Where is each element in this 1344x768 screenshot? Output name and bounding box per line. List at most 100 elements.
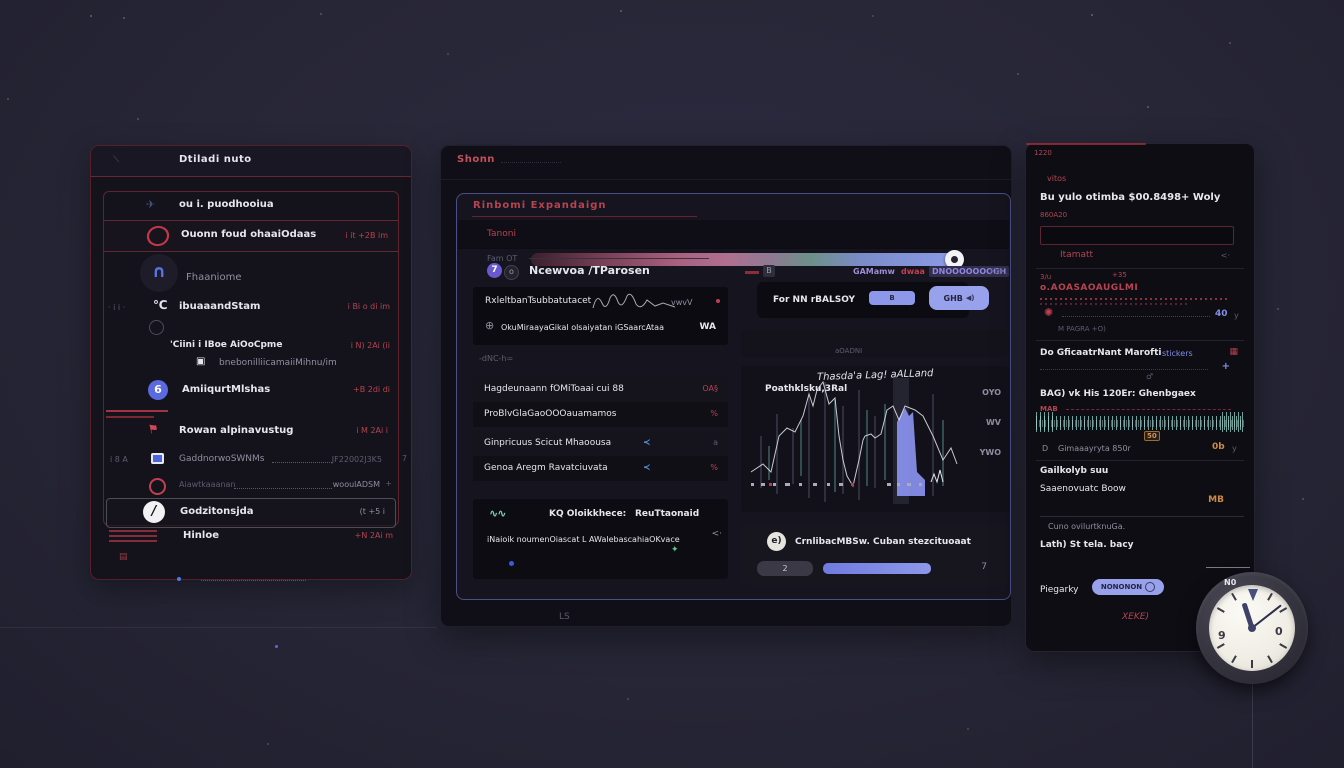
- summary-subtitle: ReuTtaonaid: [635, 509, 700, 519]
- item-label: Ouonn foud ohaaiOdaas: [181, 229, 317, 240]
- item-time: 7: [401, 454, 407, 463]
- waveform-overlay: [1036, 420, 1244, 427]
- activity-card[interactable]: RxleltbanTsubbatutacet vwvV ⊕ OkuMiraaya…: [473, 287, 728, 345]
- list-item[interactable]: Hinloe +N 2Ai m: [91, 527, 411, 551]
- background-dot: [275, 645, 278, 648]
- analog-clock: 9 0: [1194, 570, 1312, 688]
- corner-id: 1220: [1034, 149, 1052, 157]
- row-label: Hagdeunaann fOMiToaai cui 88: [484, 384, 624, 394]
- item-time: i M 2Ai i: [356, 426, 388, 435]
- starfield: [90, 15, 92, 17]
- footer-red: XEKE): [1122, 612, 1149, 622]
- list-item[interactable]: i 8 A GaddnorwoSWNMs JF22002J3K5 7: [104, 452, 407, 474]
- list-item[interactable]: 6 AmiiqurtMlshas +B 2di di: [104, 378, 398, 406]
- stickers-link[interactable]: stickers: [1162, 349, 1193, 358]
- globe-value: WA: [699, 322, 717, 332]
- notifications-header: ⟍ Dtiladi nuto: [91, 146, 411, 177]
- back-icon[interactable]: ⟍: [113, 155, 120, 165]
- stamp-icon: ▤: [119, 552, 128, 562]
- list-item[interactable]: ✈ ou i. puodhooiua: [104, 194, 398, 218]
- red-dotted-line: [1040, 303, 1190, 305]
- section-line: Saaenovuatc Boow: [1040, 484, 1126, 494]
- position-badge: 50: [1144, 431, 1160, 441]
- waveform-peak: [1222, 412, 1244, 432]
- list-item[interactable]: Aiawtkaaanan wooulADSM +: [104, 477, 398, 499]
- item-sublabel: bnebonilliicamaiiMihnu/im: [219, 358, 337, 368]
- red-tick: [745, 271, 759, 274]
- list-item[interactable]: ⚑ Rowan alpinavustug i M 2Ai i: [104, 421, 398, 448]
- tag[interactable]: DNOOOOOOOGH: [929, 266, 1010, 277]
- title-underline: [472, 216, 697, 217]
- row-value: %: [710, 409, 718, 418]
- item-time: i it +2B im: [345, 231, 388, 240]
- section-tag: vitos: [1047, 174, 1067, 183]
- clock-caption: N0: [1224, 578, 1237, 587]
- list-item[interactable]: Ouonn foud ohaaiOdaas i it +2B im: [104, 220, 398, 252]
- clock-face: 9 0: [1209, 585, 1295, 671]
- button-label: NONONON: [1100, 583, 1143, 591]
- list-row[interactable]: ProBlvGlaGaoOOOauamamos %: [473, 402, 728, 427]
- section-tiny-label: Fam OT: [487, 254, 518, 263]
- audio-pill-button[interactable]: GHB ◀): [929, 286, 989, 310]
- placeholder-card: aOADNI: [741, 329, 1009, 357]
- y-axis-label: OYO: [982, 388, 1001, 397]
- summary-line: iNaioik noumenOiascat L AWalebascahiaOKv…: [487, 535, 680, 544]
- notifications-list: ✈ ou i. puodhooiua Ouonn foud ohaaiOdaas…: [103, 191, 407, 528]
- summary-card[interactable]: ∿∿ KQ Oloikkhece: ReuTtaonaid iNaioik no…: [473, 499, 728, 579]
- progress-card: e) CrnlibacMBSw. Cuban stezcituoaat 2 7: [741, 524, 1009, 586]
- size-value: MB: [1208, 495, 1224, 505]
- item-label: Godzitonsjda: [180, 506, 254, 517]
- dashboard-panel: Shonn Rinbomi Expandaign Tanoni Fam OT 7…: [440, 145, 1012, 627]
- pager-dot[interactable]: [177, 577, 181, 581]
- list-item[interactable]: · i i · ℃ ibuaaandStam i Bi o di im: [104, 298, 398, 324]
- plus-icon[interactable]: +: [1221, 361, 1230, 372]
- chevron-icon[interactable]: <·: [1220, 251, 1230, 260]
- pager-line: [201, 579, 306, 581]
- flag-icon: ⚑: [146, 421, 161, 437]
- grid-icon[interactable]: ▦: [1229, 347, 1238, 357]
- slider-handle[interactable]: [945, 250, 964, 269]
- panel-heading: Bu yulo otimba $00.8498+ Woly: [1040, 192, 1221, 203]
- list-item[interactable]: ∩ Fhaaniome: [104, 254, 398, 294]
- input-label: Itamatt: [1060, 250, 1094, 260]
- dashboard-card: Rinbomi Expandaign Tanoni Fam OT 7 o Nce…: [456, 193, 1011, 600]
- tag[interactable]: dwaa: [901, 267, 925, 276]
- gradient-slider[interactable]: [531, 250, 964, 269]
- title-dots: [501, 161, 561, 163]
- divider: [1036, 460, 1244, 461]
- row-title: Do GficaatrNant Marofti: [1040, 348, 1162, 358]
- primary-button[interactable]: B: [869, 291, 915, 305]
- clock-number-9: 9: [1218, 629, 1226, 642]
- clock-stem: [1252, 682, 1253, 768]
- status-dot: [716, 299, 720, 303]
- item-label: Hinloe: [183, 530, 219, 541]
- sun-icon: ✺: [1044, 306, 1054, 319]
- opera-logo-icon: [144, 223, 172, 249]
- activity-label: RxleltbanTsubbatutacet: [485, 296, 592, 306]
- list-row[interactable]: Hagdeunaann fOMiToaai cui 88 OA§: [473, 377, 728, 402]
- wave-icon: ∿∿: [489, 507, 506, 520]
- metric-unit: y: [1234, 311, 1239, 320]
- text-input[interactable]: [1040, 226, 1234, 245]
- mini-flag-icon: [151, 453, 164, 464]
- slash-circle-icon: /: [143, 501, 165, 523]
- tag[interactable]: GAMamw: [853, 267, 895, 276]
- collapse-icon[interactable]: <·: [711, 529, 722, 539]
- list-item[interactable]: 'Ciini i IBoe AiOoCpme i N) 2Ai (ii ▣ bn…: [104, 340, 398, 374]
- count-badge[interactable]: 2: [757, 561, 813, 576]
- heading-sub: 860A20: [1040, 211, 1068, 219]
- list-item-selected[interactable]: / Godzitonsjda (t +5 i: [106, 498, 396, 528]
- item-prefix: i 8 A: [110, 455, 128, 464]
- refresh-icon: ℃: [153, 298, 168, 312]
- list-row[interactable]: Genoa Aregm Ravatciuvata ≺ %: [473, 456, 728, 481]
- delta-badge: +35: [1112, 271, 1127, 279]
- property-button[interactable]: NONONON: [1092, 579, 1164, 595]
- progress-bar[interactable]: [823, 563, 931, 574]
- dotted-text: [1040, 368, 1208, 370]
- list-row[interactable]: Ginpricuus Scicut Mhaoousa ≺ a: [473, 431, 728, 456]
- dotted-text: [1062, 315, 1210, 317]
- row-label: Ginpricuus Scicut Mhaoousa: [484, 438, 612, 448]
- section-tiny: 3/u: [1040, 273, 1052, 281]
- avatar: o: [504, 265, 519, 280]
- tag: /181: [990, 267, 1008, 276]
